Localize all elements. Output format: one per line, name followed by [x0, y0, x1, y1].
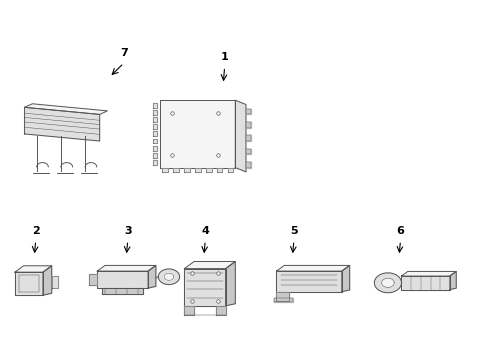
- Polygon shape: [450, 271, 456, 289]
- Polygon shape: [382, 278, 394, 287]
- Polygon shape: [24, 104, 107, 114]
- Polygon shape: [246, 135, 251, 141]
- Polygon shape: [162, 168, 168, 172]
- Polygon shape: [276, 265, 350, 271]
- Polygon shape: [97, 271, 148, 288]
- Text: 7: 7: [120, 49, 128, 58]
- Polygon shape: [160, 100, 235, 168]
- Polygon shape: [89, 274, 97, 285]
- Polygon shape: [184, 306, 194, 315]
- Polygon shape: [246, 162, 251, 168]
- Polygon shape: [225, 261, 235, 306]
- Polygon shape: [184, 269, 225, 306]
- Polygon shape: [276, 292, 289, 301]
- Polygon shape: [153, 131, 157, 136]
- Polygon shape: [184, 261, 235, 269]
- Polygon shape: [153, 124, 157, 129]
- Polygon shape: [148, 265, 156, 288]
- Polygon shape: [206, 168, 212, 172]
- Polygon shape: [15, 272, 43, 295]
- Polygon shape: [401, 271, 456, 276]
- Polygon shape: [246, 109, 251, 114]
- Polygon shape: [52, 276, 57, 288]
- Polygon shape: [235, 100, 246, 172]
- Polygon shape: [164, 273, 174, 280]
- Polygon shape: [102, 288, 143, 294]
- Text: 3: 3: [124, 226, 132, 236]
- Polygon shape: [173, 168, 179, 172]
- Polygon shape: [43, 266, 52, 295]
- Text: 4: 4: [201, 226, 209, 236]
- Text: 2: 2: [32, 226, 40, 236]
- Polygon shape: [153, 103, 157, 108]
- Polygon shape: [97, 265, 156, 271]
- Polygon shape: [24, 107, 99, 141]
- Polygon shape: [374, 273, 401, 293]
- Polygon shape: [217, 168, 222, 172]
- Text: 1: 1: [221, 52, 228, 62]
- Polygon shape: [276, 271, 342, 292]
- Text: 5: 5: [290, 226, 298, 236]
- Polygon shape: [15, 266, 52, 272]
- Polygon shape: [153, 145, 157, 150]
- Polygon shape: [216, 306, 225, 315]
- Polygon shape: [342, 265, 350, 292]
- Polygon shape: [246, 149, 251, 154]
- Polygon shape: [227, 168, 233, 172]
- Polygon shape: [153, 110, 157, 115]
- Polygon shape: [184, 168, 190, 172]
- Polygon shape: [153, 117, 157, 122]
- Polygon shape: [195, 168, 201, 172]
- Polygon shape: [158, 269, 180, 284]
- Polygon shape: [153, 153, 157, 158]
- Polygon shape: [153, 139, 157, 144]
- Polygon shape: [246, 122, 251, 128]
- Polygon shape: [274, 298, 294, 302]
- Polygon shape: [401, 276, 450, 289]
- Text: 6: 6: [396, 226, 404, 236]
- Polygon shape: [153, 160, 157, 165]
